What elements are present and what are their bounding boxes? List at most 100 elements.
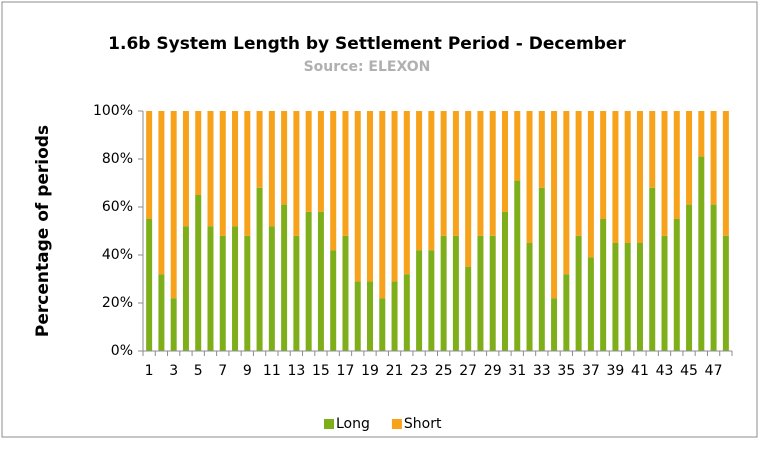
- bar-segment: [403, 274, 410, 351]
- bar-segment: [305, 211, 312, 351]
- x-tick-label: 5: [194, 363, 203, 379]
- bar-segment: [391, 281, 398, 351]
- bar-segment: [710, 111, 717, 205]
- bar-segment: [293, 235, 300, 351]
- x-tick-label: 7: [218, 363, 227, 379]
- bar-segment: [158, 111, 165, 275]
- y-tick-label: 100%: [93, 103, 133, 119]
- bar-segment: [256, 187, 263, 351]
- bar-segment: [379, 298, 386, 351]
- bar-segment: [587, 257, 594, 351]
- y-tick-label: 0%: [111, 343, 133, 359]
- bar-segment: [686, 111, 693, 205]
- x-tick-label: 47: [705, 363, 723, 379]
- x-tick-label: 17: [337, 363, 355, 379]
- bar-segment: [256, 111, 263, 188]
- legend-swatch: [391, 419, 402, 429]
- bar-segment: [354, 111, 361, 282]
- bar-segment: [514, 111, 521, 181]
- bar-segment: [281, 204, 288, 351]
- bar-segment: [170, 111, 177, 299]
- bar-segment: [587, 111, 594, 258]
- bar-segment: [146, 219, 153, 351]
- x-tick-label: 43: [656, 363, 674, 379]
- bar-segment: [317, 211, 324, 351]
- bar-segment: [182, 226, 189, 351]
- x-tick-label: 25: [435, 363, 453, 379]
- x-tick-label: 41: [631, 363, 649, 379]
- x-tick-label: 15: [312, 363, 330, 379]
- bar-segment: [489, 235, 496, 351]
- x-tick-label: 29: [484, 363, 502, 379]
- bar-segment: [244, 235, 251, 351]
- bar-segment: [416, 250, 423, 351]
- x-tick-label: 1: [145, 363, 154, 379]
- y-tick-label: 20%: [102, 295, 133, 311]
- x-tick-label: 27: [459, 363, 477, 379]
- bar-segment: [379, 111, 386, 299]
- bar-segment: [195, 195, 202, 351]
- bar-segment: [170, 298, 177, 351]
- x-tick-label: 31: [508, 363, 526, 379]
- legend-swatch: [324, 419, 334, 429]
- legend-label: Long: [336, 416, 370, 432]
- x-tick-label: 13: [287, 363, 305, 379]
- bar-segment: [330, 111, 337, 251]
- y-tick-label: 80%: [102, 151, 133, 167]
- bar-segment: [158, 274, 165, 351]
- bar-segment: [673, 219, 680, 351]
- bar-segment: [698, 156, 705, 351]
- bar-segment: [563, 274, 570, 351]
- bar-segment: [722, 235, 729, 351]
- bar-segment: [465, 111, 472, 267]
- bar-segment: [575, 235, 582, 351]
- legend-label: Short: [404, 416, 442, 432]
- bar-segment: [440, 111, 447, 236]
- bar-segment: [219, 111, 226, 236]
- bar-segment: [207, 111, 214, 227]
- bar-segment: [501, 211, 508, 351]
- x-tick-label: 9: [243, 363, 252, 379]
- chart-subtitle: Source: ELEXON: [304, 59, 431, 75]
- bar-segment: [514, 180, 521, 351]
- bar-segment: [268, 111, 275, 227]
- bar-segment: [330, 250, 337, 351]
- x-tick-label: 11: [263, 363, 281, 379]
- bar-segment: [354, 281, 361, 351]
- bar-segment: [563, 111, 570, 275]
- bar-segment: [477, 111, 484, 236]
- x-tick-label: 19: [361, 363, 379, 379]
- bar-segment: [465, 267, 472, 351]
- bar-segment: [477, 235, 484, 351]
- x-tick-label: 21: [386, 363, 404, 379]
- bar-segment: [342, 111, 349, 236]
- bar-segment: [146, 111, 153, 219]
- bar-segment: [195, 111, 202, 195]
- bar-segment: [428, 250, 435, 351]
- chart-title: 1.6b System Length by Settlement Period …: [108, 34, 626, 54]
- bar-segment: [649, 187, 656, 351]
- bar-segment: [268, 226, 275, 351]
- bar-segment: [305, 111, 312, 212]
- bar-segment: [182, 111, 189, 227]
- bar-segment: [526, 243, 533, 351]
- bar-segment: [207, 226, 214, 351]
- x-tick-label: 33: [533, 363, 551, 379]
- x-tick-label: 37: [582, 363, 600, 379]
- bar-segment: [391, 111, 398, 282]
- x-tick-label: 23: [410, 363, 428, 379]
- bar-segment: [244, 111, 251, 236]
- y-axis-label: Percentage of periods: [33, 125, 53, 337]
- bar-segment: [661, 111, 668, 236]
- bar-segment: [342, 235, 349, 351]
- bar-segment: [232, 226, 239, 351]
- bar-segment: [624, 243, 631, 351]
- bar-segment: [293, 111, 300, 236]
- bar-segment: [416, 111, 423, 251]
- bar-segment: [501, 111, 508, 212]
- bar-segment: [673, 111, 680, 219]
- bar-segment: [440, 235, 447, 351]
- bar-segment: [722, 111, 729, 236]
- y-tick-label: 40%: [102, 247, 133, 263]
